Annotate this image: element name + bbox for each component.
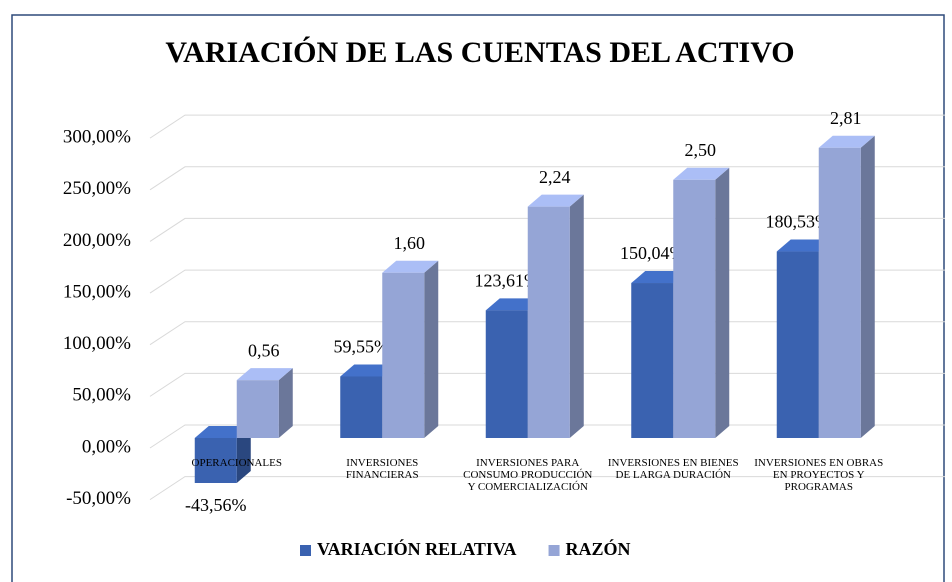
y-tick-label: 250,00% (63, 178, 131, 199)
bar-side (236, 426, 251, 483)
chart-title: VARIACIÓN DE LAS CUENTAS DEL ACTIVO (165, 36, 794, 69)
bar-front (340, 376, 383, 438)
bar (818, 135, 875, 438)
grid-line (149, 114, 945, 139)
x-tick-label: INVERSIONES PARA CONSUMO PRODUCCIÓN Y CO… (463, 457, 593, 493)
bar-side (424, 260, 439, 438)
x-tick-label: INVERSIONES EN BIENES DE LARGA DURACIÓN (607, 457, 739, 481)
value-label: 2,81 (830, 108, 862, 128)
value-label: 2,24 (539, 167, 571, 187)
bar-side (569, 194, 584, 438)
bar-side (860, 135, 875, 438)
bar-side (715, 167, 730, 439)
value-label: -43,56% (185, 495, 247, 515)
bar-front (194, 438, 237, 483)
bar-side (278, 368, 293, 438)
bar (527, 194, 584, 438)
bar (236, 368, 293, 438)
y-tick-label: 0,00% (82, 436, 131, 457)
bar-top (236, 368, 293, 381)
grid-line (149, 166, 945, 191)
value-label: 150,04% (620, 243, 685, 263)
bar-front (382, 272, 425, 438)
value-label: 0,56 (248, 340, 280, 360)
grid-line (149, 476, 945, 501)
bar (382, 260, 439, 438)
bar (673, 167, 730, 439)
y-tick-label: 50,00% (72, 385, 131, 406)
value-label: 123,61% (475, 270, 540, 290)
x-tick-label: INVERSIONES EN OBRAS EN PROYECTOS Y PROG… (754, 457, 884, 493)
value-label: 180,53% (766, 212, 831, 232)
bar-front (527, 206, 570, 438)
bar (194, 426, 251, 483)
bar-top (818, 135, 875, 148)
bar-front (485, 310, 528, 438)
value-label: 1,60 (394, 233, 426, 253)
y-tick-label: 200,00% (63, 230, 131, 251)
bar-front (673, 179, 716, 439)
legend-swatch (548, 545, 560, 556)
bar-top (673, 167, 730, 180)
value-label: 59,55% (334, 337, 390, 357)
y-tick-label: -50,00% (66, 488, 131, 509)
bar-top (382, 260, 439, 273)
bar-front (776, 251, 819, 438)
bar-front (631, 283, 674, 438)
y-tick-label: 100,00% (63, 333, 131, 354)
bar-front (236, 380, 279, 438)
legend-label: VARIACIÓN RELATIVA (317, 538, 517, 559)
y-tick-label: 300,00% (63, 127, 131, 148)
x-tick-label: INVERSIONES FINANCIERAS (345, 457, 419, 481)
bar-top (527, 194, 584, 207)
y-tick-label: 150,00% (63, 281, 131, 302)
x-tick-label: OPERACIONALES (191, 457, 282, 469)
legend-label: RAZÓN (566, 538, 631, 559)
legend-swatch (300, 545, 311, 556)
bar-front (818, 147, 861, 438)
value-label: 2,50 (685, 140, 717, 160)
